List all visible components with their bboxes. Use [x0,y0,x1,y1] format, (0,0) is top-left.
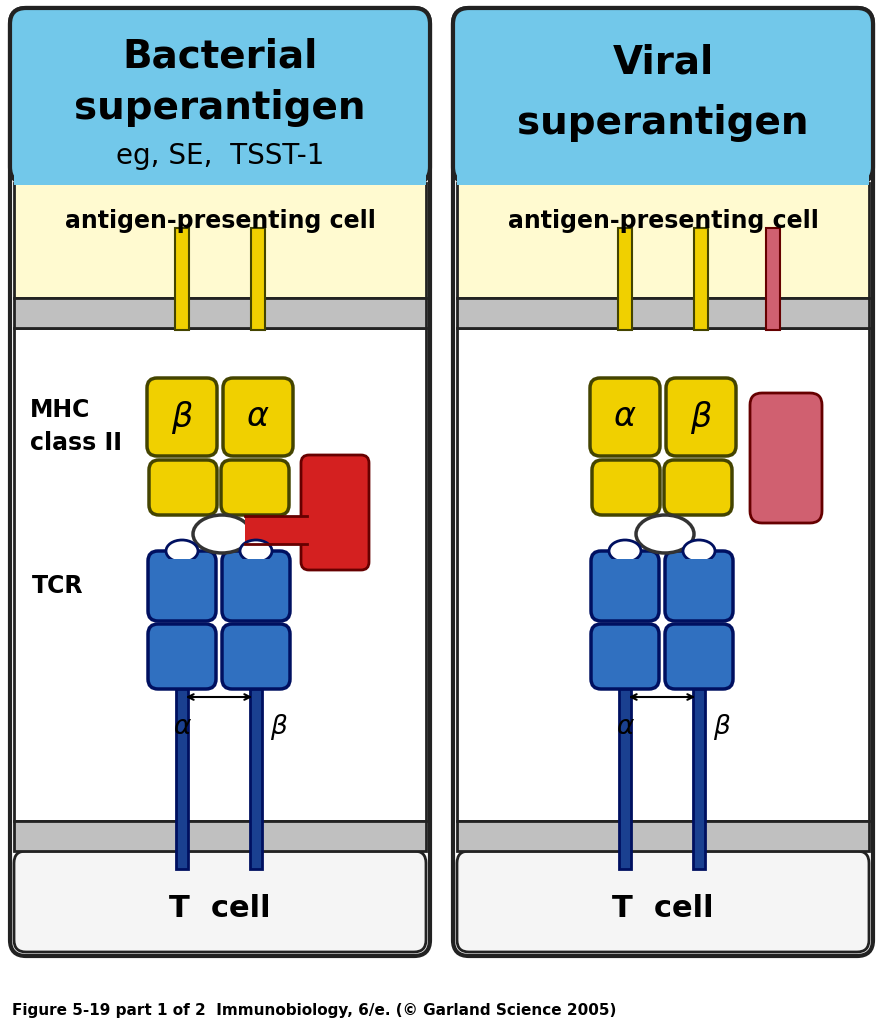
FancyBboxPatch shape [148,624,216,689]
FancyBboxPatch shape [591,551,659,621]
FancyBboxPatch shape [591,624,659,689]
Bar [457,165,869,185]
Text: α: α [173,714,190,740]
Text: antigen-presenting cell: antigen-presenting cell [508,209,819,233]
FancyBboxPatch shape [750,393,822,523]
Bar [245,516,307,544]
FancyBboxPatch shape [221,460,289,515]
FancyBboxPatch shape [10,8,430,183]
Text: $\beta$: $\beta$ [171,398,193,435]
Bar [240,559,272,569]
Text: superantigen: superantigen [75,89,365,127]
Ellipse shape [683,540,715,562]
Ellipse shape [240,540,272,562]
Text: α: α [616,714,634,740]
Bar [457,298,869,328]
Bar [619,689,631,869]
FancyBboxPatch shape [147,378,217,456]
Text: eg, SE,  TSST-1: eg, SE, TSST-1 [116,142,324,170]
Text: $\alpha$: $\alpha$ [613,400,637,433]
Bar [14,298,426,328]
FancyBboxPatch shape [148,551,216,621]
Bar [457,328,869,821]
Bar [14,165,426,185]
Text: TCR: TCR [32,574,84,598]
FancyBboxPatch shape [222,624,290,689]
Bar [693,689,705,869]
Text: Figure 5-19 part 1 of 2  Immunobiology, 6/e. (© Garland Science 2005): Figure 5-19 part 1 of 2 Immunobiology, 6… [12,1002,616,1018]
Bar [14,821,426,851]
FancyBboxPatch shape [665,551,733,621]
FancyBboxPatch shape [453,8,873,183]
Ellipse shape [166,540,198,562]
FancyBboxPatch shape [592,460,660,515]
FancyBboxPatch shape [301,455,369,570]
Text: superantigen: superantigen [517,104,809,142]
Text: MHC: MHC [30,398,91,422]
Bar [176,689,188,869]
FancyBboxPatch shape [223,378,293,456]
FancyBboxPatch shape [14,851,426,952]
Text: Viral: Viral [613,44,714,82]
Text: $\alpha$: $\alpha$ [246,400,269,433]
Bar [166,559,198,569]
Text: Bacterial: Bacterial [123,37,317,75]
Bar [175,228,189,330]
Text: antigen-presenting cell: antigen-presenting cell [65,209,375,233]
Bar [457,183,869,298]
Text: class II: class II [30,431,122,455]
FancyBboxPatch shape [664,460,732,515]
FancyBboxPatch shape [666,378,736,456]
Ellipse shape [609,540,641,562]
Bar [609,559,641,569]
FancyBboxPatch shape [457,851,869,952]
FancyBboxPatch shape [453,8,873,956]
Text: $\beta$: $\beta$ [690,398,712,435]
Ellipse shape [193,515,251,553]
FancyBboxPatch shape [665,624,733,689]
Bar [694,228,708,330]
Bar [457,821,869,851]
Bar [618,228,632,330]
Text: T  cell: T cell [169,894,271,923]
Bar [14,328,426,821]
Bar [251,228,265,330]
FancyBboxPatch shape [222,551,290,621]
Bar [683,559,715,569]
Text: T  cell: T cell [613,894,714,923]
FancyBboxPatch shape [590,378,660,456]
FancyBboxPatch shape [10,8,430,956]
Bar [14,183,426,298]
Text: β: β [713,714,730,740]
Bar [766,228,780,330]
Bar [250,689,262,869]
Text: β: β [269,714,286,740]
FancyBboxPatch shape [149,460,217,515]
Ellipse shape [636,515,694,553]
